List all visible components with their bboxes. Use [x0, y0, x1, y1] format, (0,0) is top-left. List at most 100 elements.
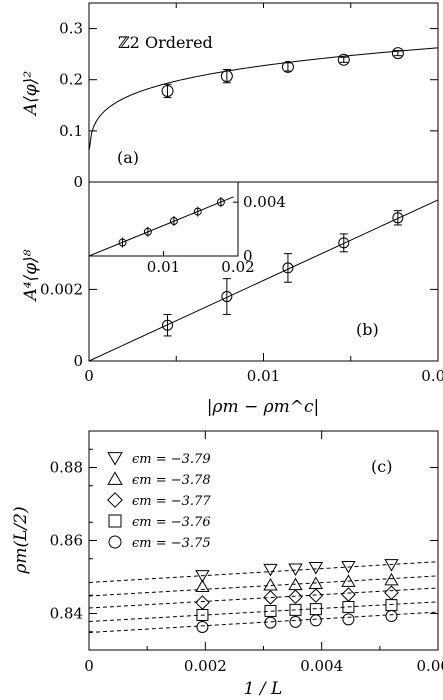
legend-marker — [108, 514, 122, 528]
fit-curve-a — [88, 47, 439, 150]
inset-frame — [88, 181, 239, 257]
ytick-label-a: 0.3 — [59, 20, 83, 38]
ytick-label-inset: 0 — [243, 247, 253, 265]
data-point-c — [263, 563, 278, 577]
data-point-c — [385, 599, 398, 612]
panel-c-legend: ϵm = −3.79 ϵm = −3.78 ϵm = −3.77 ϵm = −3.76… — [107, 452, 211, 551]
data-point-inset — [216, 198, 225, 207]
data-point-b — [162, 319, 174, 331]
fit-line-c — [88, 561, 439, 583]
ytick-label-b: 0.002 — [40, 280, 83, 298]
fit-line-b — [88, 199, 439, 362]
legend-marker — [108, 535, 122, 549]
panel-b-label: (b) — [356, 320, 379, 339]
data-point-c — [384, 585, 399, 601]
legend-marker — [107, 471, 123, 485]
xtick-label-b: 0.01 — [247, 367, 280, 385]
data-point-c — [384, 559, 399, 572]
ytick-label-c: 0.88 — [50, 459, 83, 477]
data-point-c — [195, 579, 210, 592]
data-point-b — [392, 212, 404, 224]
panel-a: 0 0.1 0.2 0.3 ℤ2 Ordered (a) A⟨φ⟩² — [21, 2, 439, 191]
fit-line-c — [88, 601, 439, 623]
panel-c-label: (c) — [371, 457, 392, 476]
legend-label: ϵm = −3.79 — [132, 452, 211, 467]
legend-label: ϵm = −3.77 — [132, 494, 211, 509]
data-point-inset — [193, 207, 202, 216]
fit-line-c — [88, 587, 439, 609]
data-point-c — [341, 560, 356, 574]
xtick-label-c: 0.002 — [184, 657, 227, 675]
data-point-c — [195, 595, 210, 610]
data-point-inset — [118, 238, 127, 247]
data-point-c — [264, 604, 277, 617]
data-point-c — [196, 621, 209, 634]
data-point-c — [264, 616, 277, 629]
panel-a-marks — [88, 47, 439, 150]
panel-c-ticks: 0.84 0.86 0.88 0 0.002 0.004 0.006 — [50, 431, 443, 675]
data-point-c — [341, 587, 356, 602]
panel-a-label: (a) — [117, 148, 139, 167]
legend-label: ϵm = −3.78 — [132, 473, 211, 488]
data-point-c — [342, 600, 355, 613]
fit-line-c — [88, 575, 439, 597]
data-point-b — [282, 262, 294, 274]
panel-c-ylabel: ρm(L/2) — [11, 506, 31, 574]
legend-label: ϵm = −3.76 — [132, 515, 211, 530]
data-point-c — [308, 588, 324, 603]
data-point-c — [263, 590, 278, 605]
data-point-c — [308, 562, 324, 575]
data-point-a — [281, 60, 294, 73]
data-point-a — [161, 84, 174, 97]
inset-ticks: 0.01 0.020 0.004 — [89, 182, 286, 276]
data-point-inset — [169, 217, 178, 226]
fit-line-c — [88, 611, 439, 633]
inset-marks — [88, 196, 234, 257]
data-point-c — [288, 563, 303, 577]
ytick-label-b: 0 — [73, 352, 83, 370]
data-point-c — [384, 572, 399, 586]
panel-c-marks — [88, 559, 439, 634]
legend-marker — [107, 452, 123, 466]
xtick-label-c: 0.006 — [417, 657, 443, 675]
xtick-label-c: 0.004 — [300, 657, 343, 675]
data-point-c — [195, 570, 210, 583]
data-point-c — [385, 610, 398, 623]
panel-b-ticks: 0 0.002 0 0.01 0.02 — [40, 280, 443, 385]
data-point-a — [220, 70, 233, 83]
ytick-label-inset: 0.004 — [243, 193, 286, 211]
panel-b-xlabel: |ρm − ρm^c| — [207, 397, 320, 417]
ytick-label-a: 0.1 — [59, 122, 83, 140]
legend-label: ϵm = −3.75 — [132, 536, 211, 551]
panel-b-inset: 0.01 0.020 0.004 — [88, 181, 286, 276]
xtick-label-c: 0 — [84, 657, 94, 675]
data-point-c — [288, 589, 303, 605]
panel-a-frame — [88, 2, 439, 183]
data-point-b — [338, 237, 350, 249]
data-point-c — [309, 614, 322, 627]
panel-a-annotation: ℤ2 Ordered — [118, 33, 213, 52]
data-point-c — [289, 615, 302, 628]
xtick-label-b: 0.02 — [421, 367, 443, 385]
ytick-label-c: 0.84 — [50, 605, 83, 623]
panel-b: 0 0.002 0 0.01 0.02 (b) A⁴⟨φ⟩⁸ |ρm − ρm^c| 0… — [21, 181, 443, 417]
data-point-b — [221, 291, 233, 303]
data-point-c — [289, 603, 302, 616]
data-point-inset — [143, 227, 152, 236]
fit-line-inset — [88, 196, 234, 257]
ytick-label-a: 0.2 — [59, 71, 83, 89]
data-point-c — [196, 608, 209, 621]
xtick-label-inset: 0.02 — [221, 258, 254, 276]
ytick-label-c: 0.86 — [50, 532, 83, 550]
panel-b-marks — [88, 199, 439, 362]
xtick-label-b: 0 — [84, 367, 94, 385]
ytick-label-a: 0 — [73, 173, 83, 191]
panel-a-ylabel: A⟨φ⟩² — [21, 71, 41, 117]
data-point-a — [337, 53, 350, 66]
xtick-label-inset: 0.01 — [147, 258, 180, 276]
data-point-c — [341, 574, 356, 587]
panel-a-ticks: 0 0.1 0.2 0.3 — [59, 3, 438, 191]
panel-b-ylabel: A⁴⟨φ⟩⁸ — [21, 249, 41, 302]
